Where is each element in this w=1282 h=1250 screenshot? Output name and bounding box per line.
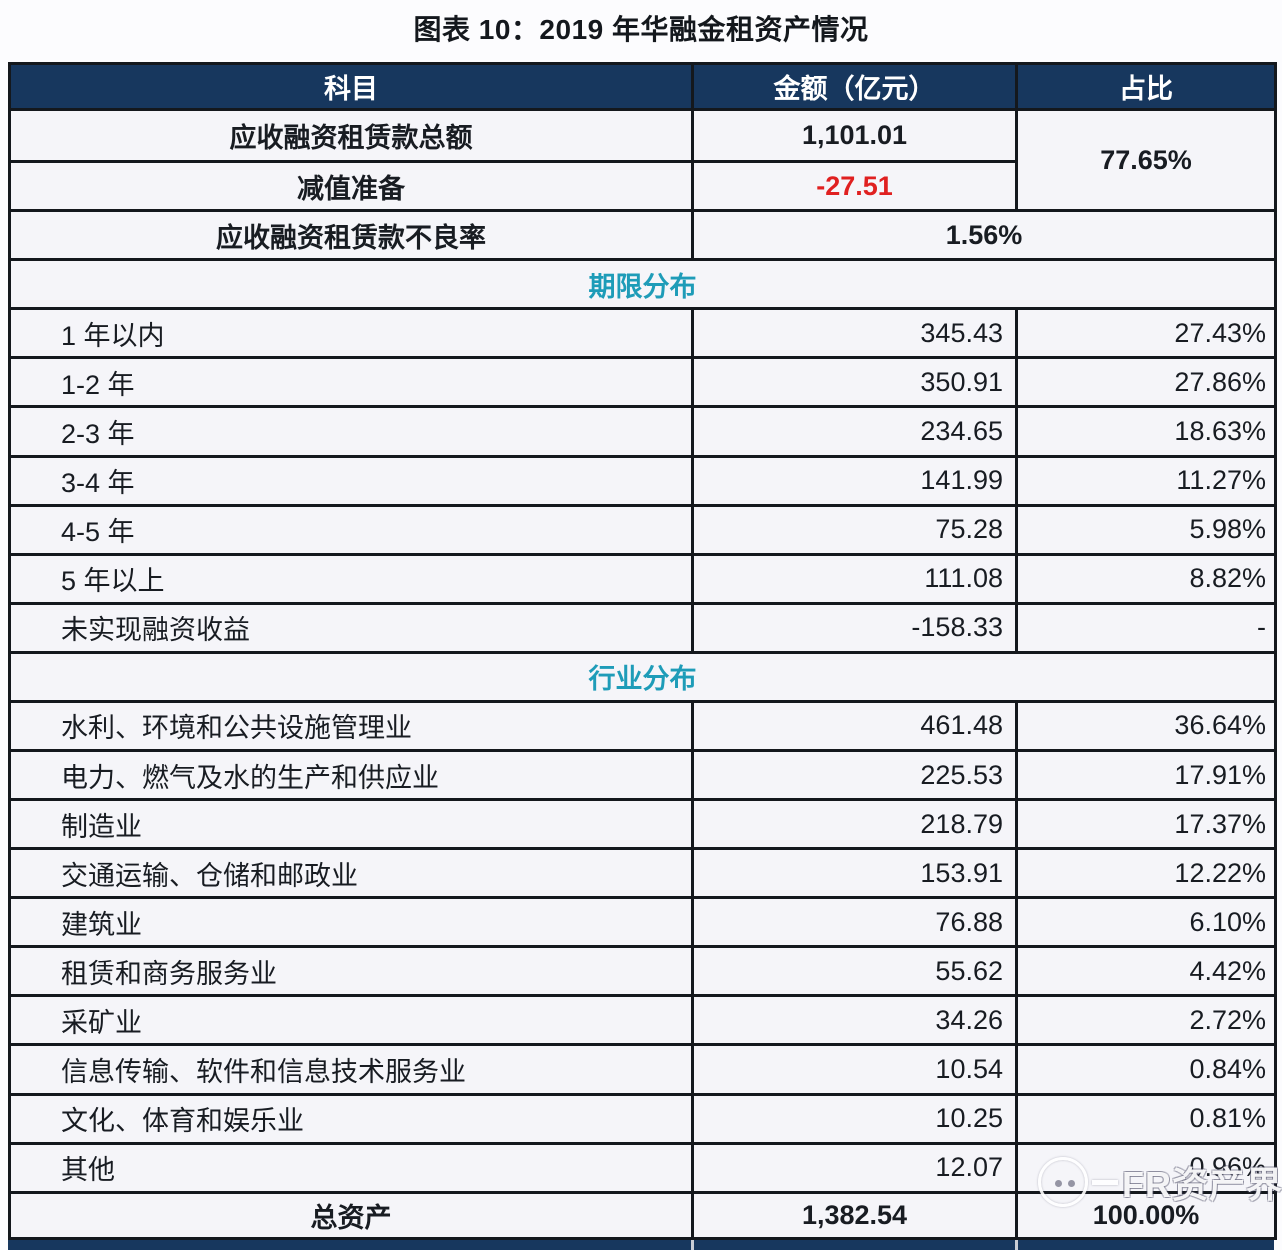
row-ratio: 4.42% bbox=[1015, 945, 1277, 998]
row-label: 1-2 年 bbox=[8, 356, 694, 409]
section-header-row: 期限分布 bbox=[8, 258, 1277, 311]
row-amount: 153.91 bbox=[691, 847, 1018, 900]
next-table-header-strip bbox=[8, 1240, 1274, 1250]
table-row: 文化、体育和娱乐业 10.25 0.81% bbox=[8, 1092, 1277, 1145]
row-amount: 12.07 bbox=[691, 1141, 1018, 1194]
row-label: 减值准备 bbox=[8, 160, 694, 213]
total-row: 总资产 1,382.54 100.00% bbox=[8, 1190, 1277, 1241]
table-row: 应收融资租赁款总额 1,101.01 77.65% bbox=[8, 107, 1277, 213]
row-amount: 75.28 bbox=[691, 503, 1018, 556]
row-ratio: 17.91% bbox=[1015, 749, 1277, 802]
table-header-row: 科目 金额（亿元） 占比 bbox=[8, 62, 1277, 111]
table-row: 电力、燃气及水的生产和供应业 225.53 17.91% bbox=[8, 749, 1277, 802]
table-row: 制造业 218.79 17.37% bbox=[8, 798, 1277, 851]
figure-title: 图表 10：2019 年华融金租资产情况 bbox=[413, 14, 869, 45]
row-amount: 350.91 bbox=[691, 356, 1018, 409]
row-label: 1 年以内 bbox=[8, 307, 694, 360]
row-label: 4-5 年 bbox=[8, 503, 694, 556]
row-amount: 345.43 bbox=[691, 307, 1018, 360]
row-ratio: 17.37% bbox=[1015, 798, 1277, 851]
row-label: 交通运输、仓储和邮政业 bbox=[8, 847, 694, 900]
strip-column-gap bbox=[1015, 1240, 1018, 1250]
row-amount: 225.53 bbox=[691, 749, 1018, 802]
row-ratio: 36.64% bbox=[1015, 699, 1277, 753]
row-ratio: 0.84% bbox=[1015, 1043, 1277, 1096]
row-ratio: 12.22% bbox=[1015, 847, 1277, 900]
row-label: 应收融资租赁款总额 bbox=[8, 107, 694, 164]
row-ratio: 27.86% bbox=[1015, 356, 1277, 409]
table-row: 租赁和商务服务业 55.62 4.42% bbox=[8, 945, 1277, 998]
header-ratio: 占比 bbox=[1015, 62, 1277, 111]
table-row: 4-5 年 75.28 5.98% bbox=[8, 503, 1277, 556]
row-ratio: 8.82% bbox=[1015, 552, 1277, 605]
table-row: 1 年以内 345.43 27.43% bbox=[8, 307, 1277, 360]
total-ratio: 100.00% bbox=[1015, 1190, 1277, 1241]
row-label: 5 年以上 bbox=[8, 552, 694, 605]
asset-table: 科目 金额（亿元） 占比 应收融资租赁款总额 1,101.01 77.65% 减… bbox=[8, 62, 1277, 1241]
row-ratio: 27.43% bbox=[1015, 307, 1277, 360]
row-label: 应收融资租赁款不良率 bbox=[8, 209, 694, 262]
row-amount: 111.08 bbox=[691, 552, 1018, 605]
table-row: 水利、环境和公共设施管理业 461.48 36.64% bbox=[8, 699, 1277, 753]
row-ratio: 0.81% bbox=[1015, 1092, 1277, 1145]
strip-column-gap bbox=[691, 1240, 694, 1250]
table-row: 建筑业 76.88 6.10% bbox=[8, 896, 1277, 949]
row-ratio: 2.72% bbox=[1015, 994, 1277, 1047]
row-amount: 141.99 bbox=[691, 454, 1018, 507]
row-value-merged: 1.56% bbox=[691, 209, 1277, 262]
row-label: 采矿业 bbox=[8, 994, 694, 1047]
table-row: 未实现融资收益 -158.33 - bbox=[8, 601, 1277, 654]
row-amount: 1,101.01 bbox=[691, 107, 1018, 164]
row-ratio: 18.63% bbox=[1015, 405, 1277, 458]
table-row: 减值准备 -27.51 bbox=[8, 160, 1276, 213]
row-amount: 234.65 bbox=[691, 405, 1018, 458]
row-label: 其他 bbox=[8, 1141, 694, 1194]
row-label: 未实现融资收益 bbox=[8, 601, 694, 654]
row-label: 信息传输、软件和信息技术服务业 bbox=[8, 1043, 694, 1096]
row-amount-negative: -27.51 bbox=[691, 160, 1018, 213]
row-amount: 218.79 bbox=[691, 798, 1018, 851]
table-row: 其他 12.07 0.96% bbox=[8, 1141, 1277, 1194]
row-label: 制造业 bbox=[8, 798, 694, 851]
table-row: 3-4 年 141.99 11.27% bbox=[8, 454, 1277, 507]
row-amount: 76.88 bbox=[691, 896, 1018, 949]
row-ratio: 0.96% bbox=[1015, 1141, 1277, 1194]
row-amount: 461.48 bbox=[691, 699, 1018, 753]
header-subject: 科目 bbox=[8, 62, 694, 111]
table-row: 5 年以上 111.08 8.82% bbox=[8, 552, 1277, 605]
section-header-row: 行业分布 bbox=[8, 650, 1277, 703]
section-title-industry: 行业分布 bbox=[8, 650, 1277, 703]
row-label: 建筑业 bbox=[8, 896, 694, 949]
row-amount: -158.33 bbox=[691, 601, 1018, 654]
row-amount: 10.25 bbox=[691, 1092, 1018, 1145]
row-label: 租赁和商务服务业 bbox=[8, 945, 694, 998]
table-row: 1-2 年 350.91 27.86% bbox=[8, 356, 1277, 409]
row-amount: 10.54 bbox=[691, 1043, 1018, 1096]
row-label: 3-4 年 bbox=[8, 454, 694, 507]
total-label: 总资产 bbox=[8, 1190, 694, 1241]
table-row: 信息传输、软件和信息技术服务业 10.54 0.84% bbox=[8, 1043, 1277, 1096]
table-row: 应收融资租赁款不良率 1.56% bbox=[8, 209, 1277, 262]
table-row: 交通运输、仓储和邮政业 153.91 12.22% bbox=[8, 847, 1277, 900]
row-amount: 34.26 bbox=[691, 994, 1018, 1047]
row-label: 文化、体育和娱乐业 bbox=[8, 1092, 694, 1145]
row-ratio-merged: 77.65% bbox=[1015, 107, 1277, 213]
row-label: 2-3 年 bbox=[8, 405, 694, 458]
row-ratio: 5.98% bbox=[1015, 503, 1277, 556]
table-row: 2-3 年 234.65 18.63% bbox=[8, 405, 1277, 458]
row-amount: 55.62 bbox=[691, 945, 1018, 998]
row-ratio: 11.27% bbox=[1015, 454, 1277, 507]
table-row: 采矿业 34.26 2.72% bbox=[8, 994, 1277, 1047]
row-label: 水利、环境和公共设施管理业 bbox=[8, 699, 694, 753]
section-title-term: 期限分布 bbox=[8, 258, 1277, 311]
row-ratio: 6.10% bbox=[1015, 896, 1277, 949]
row-label: 电力、燃气及水的生产和供应业 bbox=[8, 749, 694, 802]
row-ratio: - bbox=[1015, 601, 1277, 654]
total-amount: 1,382.54 bbox=[691, 1190, 1018, 1241]
header-amount: 金额（亿元） bbox=[691, 62, 1018, 111]
